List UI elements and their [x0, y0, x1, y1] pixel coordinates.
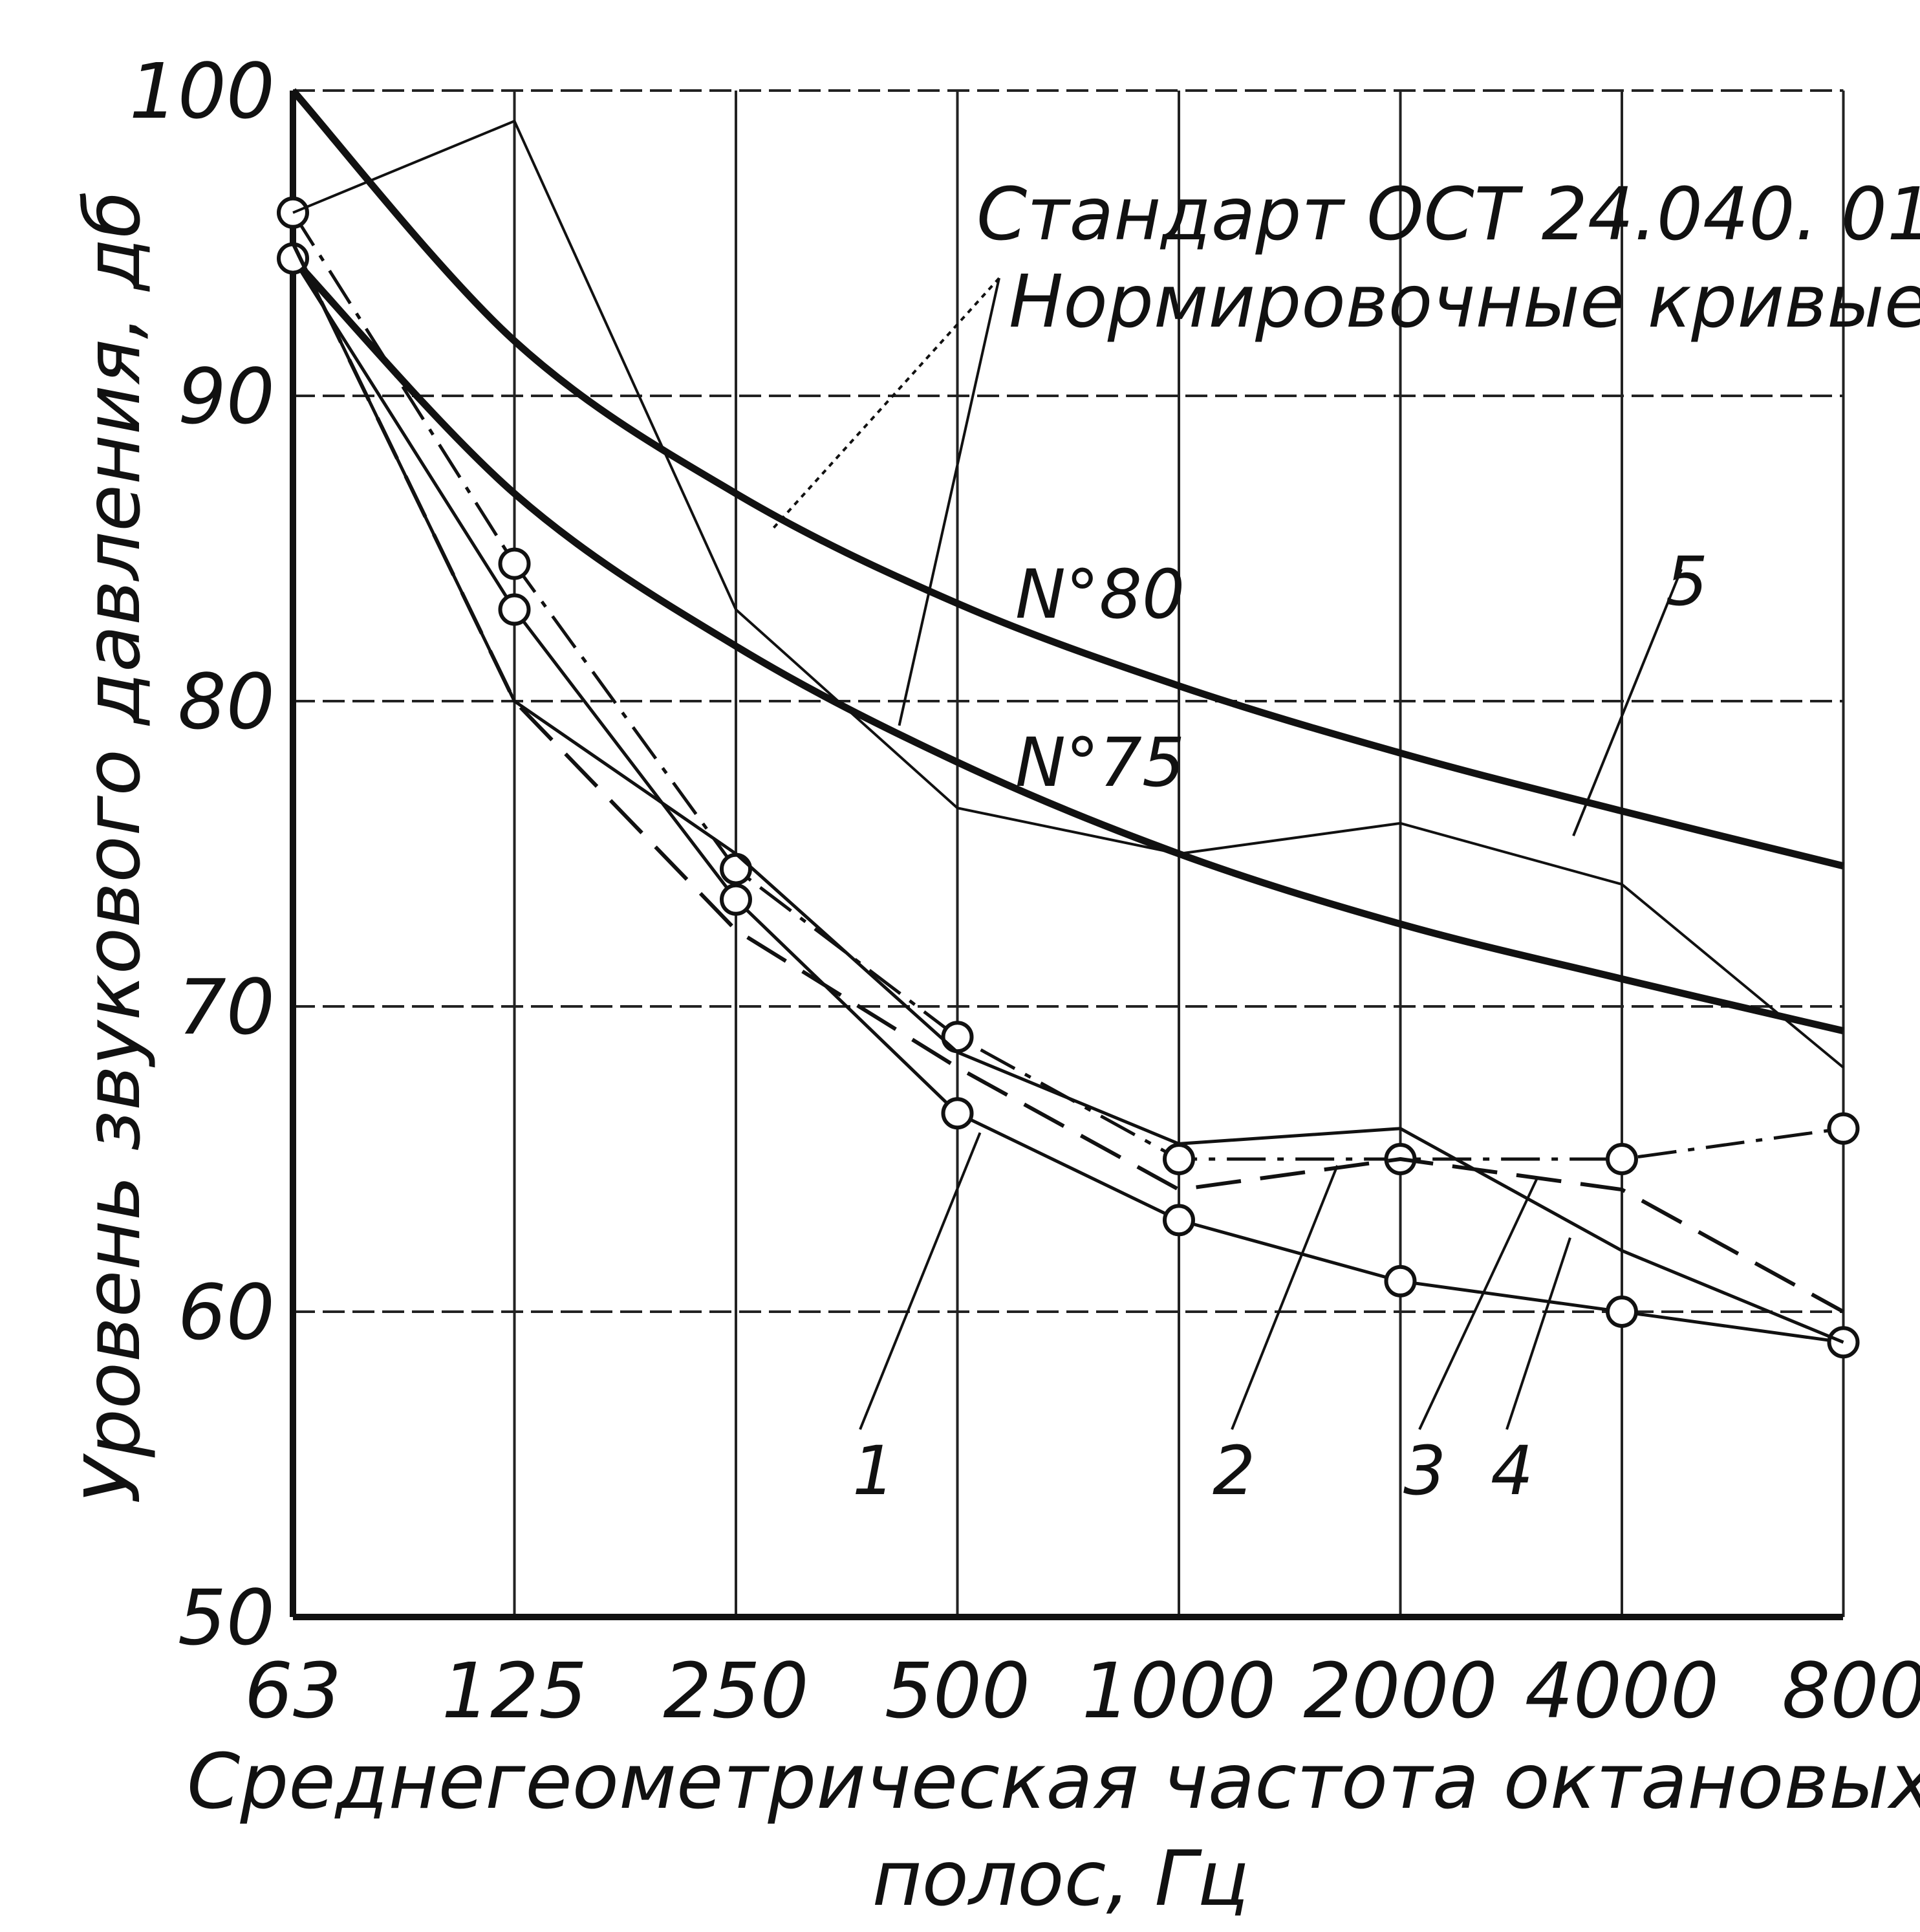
- leader-norm-75: [898, 277, 1000, 726]
- series-2-point-4000: [1606, 1143, 1638, 1175]
- series-1-point-1000: [1163, 1204, 1195, 1237]
- annotation-norm-curves: Нормировочные кривые: [1009, 260, 1920, 344]
- series-2-point-250: [720, 852, 752, 885]
- norm-curve-80: [290, 88, 1844, 870]
- x-axis-title-line2: полос, Гц: [872, 1834, 1249, 1923]
- leader-norm-80: [770, 277, 1000, 532]
- series-label-2: 2: [1213, 1431, 1255, 1510]
- leader-series-3: [1418, 1176, 1539, 1430]
- x-tick-63: 63: [244, 1646, 341, 1735]
- norm-curve-label-80: N°80: [1015, 555, 1185, 634]
- norm-curve-75: [290, 255, 1844, 1035]
- series-label-4: 4: [1491, 1431, 1533, 1510]
- x-tick-500: 500: [885, 1646, 1030, 1735]
- norm-curve-label-75: N°75: [1015, 723, 1185, 802]
- y-tick-70: 70: [178, 962, 275, 1052]
- series-1-point-2000: [1384, 1264, 1417, 1297]
- series-2-point-500: [941, 1021, 974, 1054]
- x-tick-125: 125: [442, 1646, 587, 1735]
- leader-series-4: [1505, 1237, 1571, 1430]
- x-tick-2000: 2000: [1303, 1646, 1497, 1735]
- series-label-3: 3: [1403, 1431, 1446, 1510]
- series-1-point-4000: [1606, 1296, 1638, 1328]
- series-1-point-250: [720, 883, 752, 916]
- series-line-4: [291, 242, 1844, 1314]
- grid: [293, 89, 1845, 1617]
- leader-lines: [770, 277, 1683, 1430]
- series-line-1: [291, 257, 1844, 1344]
- leader-series-2: [1231, 1165, 1339, 1430]
- series-2-point-125: [498, 547, 531, 580]
- y-axis-title: Уровень звукового давления, дб: [68, 191, 157, 1504]
- series-2-point-1000: [1163, 1143, 1195, 1175]
- series-1-point-500: [941, 1097, 974, 1130]
- series-2-point-8000: [1827, 1112, 1860, 1145]
- x-tick-4000: 4000: [1525, 1646, 1719, 1735]
- x-tick-1000: 1000: [1082, 1646, 1276, 1735]
- x-tick-250: 250: [663, 1646, 808, 1735]
- y-tick-90: 90: [178, 352, 275, 441]
- axes: [290, 91, 1843, 1620]
- y-tick-labels: 100 90 80 70 60 50: [129, 47, 275, 1662]
- series-1-point-63: [277, 242, 309, 275]
- norm-curves: [290, 88, 1844, 1035]
- y-tick-100: 100: [129, 47, 275, 136]
- x-tick-8000: 8000: [1782, 1646, 1920, 1735]
- y-tick-50: 50: [178, 1573, 275, 1662]
- x-axis-title-line1: Среднегеометрическая частота октановых: [187, 1737, 1920, 1826]
- x-tick-labels: 63 125 250 500 1000 2000 4000 8000: [244, 1646, 1920, 1735]
- leader-series-1: [859, 1132, 982, 1430]
- series-line-5: [292, 120, 1844, 1069]
- y-tick-80: 80: [178, 657, 275, 746]
- series-label-5: 5: [1665, 542, 1708, 621]
- series-label-1: 1: [852, 1431, 895, 1510]
- series-line-3: [291, 242, 1844, 1344]
- annotation-standard: Стандарт ОСТ 24.040. 01: [976, 173, 1920, 257]
- data-series: [277, 120, 1860, 1359]
- y-tick-60: 60: [178, 1268, 275, 1357]
- series-1-point-125: [498, 593, 531, 626]
- leader-series-5: [1572, 569, 1683, 836]
